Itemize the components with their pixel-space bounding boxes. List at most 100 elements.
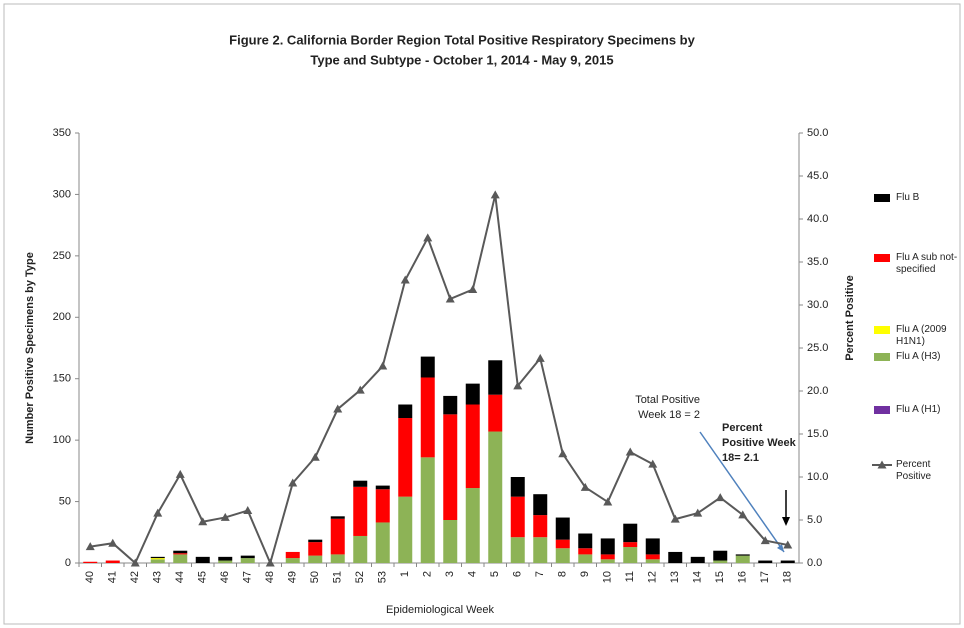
- y2-tick-label: 5.0: [807, 514, 822, 526]
- bar-segment: [83, 561, 98, 563]
- bar-segment: [488, 394, 503, 432]
- bar-segment: [510, 477, 525, 497]
- bar-segment: [780, 560, 795, 563]
- y2-tick-label: 0.0: [807, 557, 822, 569]
- y2-tick-label: 20.0: [807, 385, 828, 397]
- annotation: Total Positive: [635, 394, 700, 406]
- bar-segment: [668, 551, 683, 563]
- bar-segment: [240, 555, 255, 559]
- x-tick-label: 47: [242, 571, 254, 583]
- line-marker: [670, 514, 680, 523]
- x-tick-label: 17: [759, 571, 771, 583]
- x-tick-label: 43: [152, 571, 164, 583]
- x-tick-label: 6: [512, 571, 524, 577]
- bar-segment: [420, 356, 435, 378]
- x-tick-label: 14: [692, 571, 704, 583]
- line-marker: [265, 558, 275, 567]
- bar-segment: [645, 554, 660, 560]
- line-marker: [783, 540, 793, 549]
- legend-label: Flu A sub not-specified: [896, 252, 958, 275]
- bar-segment: [375, 489, 390, 523]
- bar-segment: [173, 554, 188, 563]
- annotation: Positive Week: [722, 437, 797, 449]
- bar-segment: [420, 457, 435, 563]
- line-marker: [693, 508, 703, 517]
- legend-swatch: [874, 353, 890, 361]
- annotation-arrowhead: [782, 517, 790, 526]
- x-tick-label: 2: [422, 571, 434, 577]
- bar-segment: [645, 538, 660, 555]
- bar-segment: [443, 395, 458, 415]
- x-tick-label: 4: [467, 571, 479, 577]
- bar-segment: [510, 496, 525, 538]
- x-tick-label: 42: [129, 571, 141, 583]
- line-marker: [580, 482, 590, 491]
- legend-label: Flu A (2009 H1N1): [896, 324, 947, 347]
- bar-segment: [465, 488, 480, 563]
- line-marker: [490, 190, 500, 199]
- line-marker: [513, 381, 523, 390]
- line-marker: [378, 361, 388, 370]
- x-tick-label: 1: [399, 571, 411, 577]
- x-tick-label: 16: [737, 571, 749, 583]
- y2-tick-label: 15.0: [807, 428, 828, 440]
- bar-segment: [308, 539, 323, 543]
- bar-segment: [375, 485, 390, 490]
- x-tick-label: 7: [534, 571, 546, 577]
- line-marker: [175, 469, 185, 478]
- legend-swatch: [874, 326, 890, 334]
- legend-label: Flu A (H1): [896, 404, 941, 415]
- bar-segment: [173, 553, 188, 555]
- y-tick-label: 300: [53, 188, 71, 200]
- bar-segment: [578, 554, 593, 563]
- line-marker: [400, 275, 410, 284]
- x-tick-label: 10: [602, 571, 614, 583]
- line-marker: [85, 542, 95, 551]
- x-tick-label: 50: [309, 571, 321, 583]
- x-tick-label: 11: [624, 571, 636, 582]
- bar-segment: [623, 542, 638, 548]
- legend-marker: [877, 460, 887, 469]
- y2-tick-label: 40.0: [807, 213, 828, 225]
- x-tick-label: 12: [647, 571, 659, 583]
- bar-segment: [623, 523, 638, 543]
- bar-segment: [690, 556, 705, 563]
- line-marker: [220, 512, 230, 521]
- line: [90, 194, 788, 566]
- bar-segment: [195, 556, 210, 563]
- bar-segment: [488, 360, 503, 395]
- bar-segment: [735, 555, 750, 563]
- y-axis-title: Number Positive Specimens by Type: [24, 252, 36, 444]
- bar-segment: [600, 559, 615, 563]
- annotation: Week 18 = 2: [638, 409, 700, 421]
- y-tick-label: 0: [65, 557, 71, 569]
- x-tick-label: 40: [84, 571, 96, 583]
- bar-segment: [465, 404, 480, 489]
- bar-segment: [533, 515, 548, 538]
- y-tick-label: 250: [53, 250, 71, 262]
- x-tick-label: 15: [714, 571, 726, 583]
- y2-axis-title: Percent Positive: [844, 275, 856, 361]
- bar-segment: [240, 558, 255, 563]
- bar-segment: [150, 556, 165, 559]
- x-tick-label: 46: [219, 571, 231, 583]
- bar-segment: [218, 560, 233, 563]
- annotation: 18= 2.1: [722, 452, 759, 464]
- y2-tick-label: 35.0: [807, 256, 828, 268]
- line-marker: [445, 294, 455, 303]
- line-marker: [558, 449, 568, 458]
- x-tick-label: 8: [557, 571, 569, 577]
- bar-segment: [713, 560, 728, 563]
- line-marker: [760, 536, 770, 545]
- bar-segment: [735, 554, 750, 556]
- x-tick-label: 3: [444, 571, 456, 577]
- annotation-arrowhead: [777, 544, 784, 552]
- y2-tick-label: 10.0: [807, 471, 828, 483]
- legend-swatch: [874, 406, 890, 414]
- line-marker: [625, 447, 635, 456]
- bar-segment: [173, 550, 188, 554]
- x-tick-label: 48: [264, 571, 276, 583]
- x-tick-label: 45: [197, 571, 209, 583]
